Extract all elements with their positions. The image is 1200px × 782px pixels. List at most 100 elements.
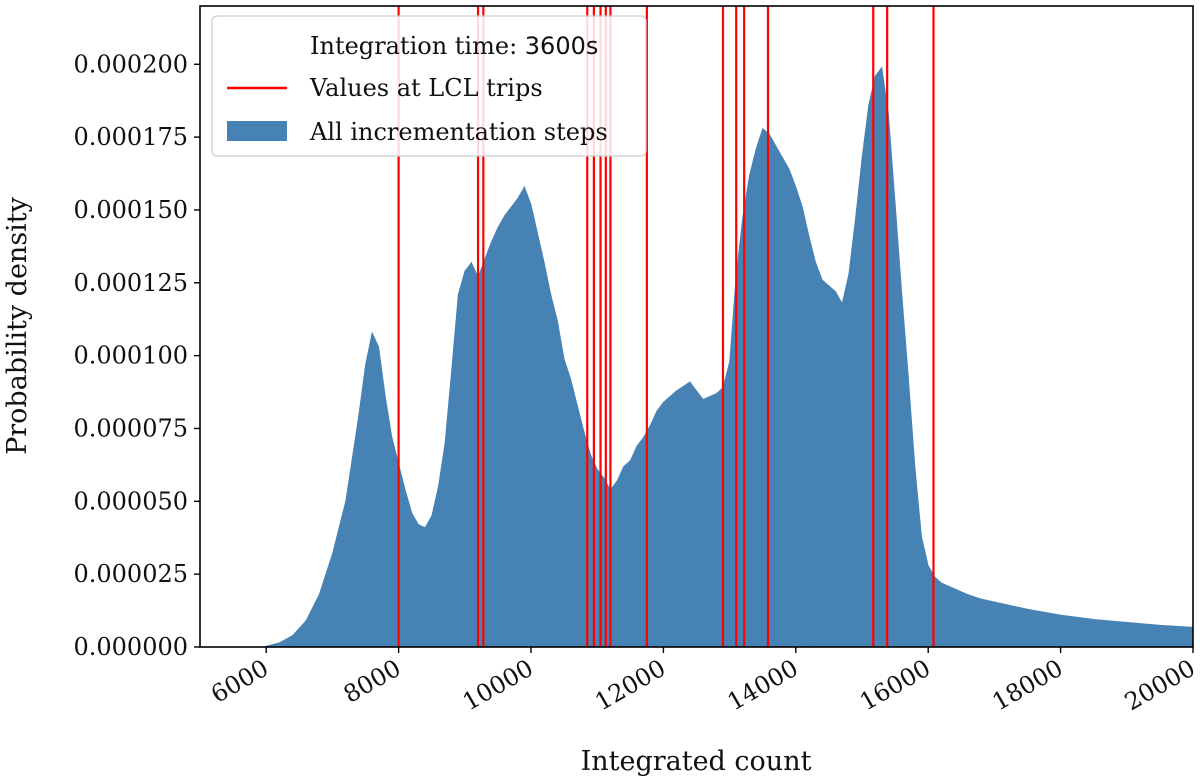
histogram-bar bbox=[782, 156, 790, 648]
histogram-bar bbox=[888, 113, 896, 648]
histogram-bar bbox=[914, 466, 922, 648]
histogram-bar bbox=[378, 346, 386, 648]
histogram-bar bbox=[616, 466, 624, 648]
histogram-bar bbox=[543, 262, 552, 648]
histogram-bar bbox=[365, 332, 373, 648]
histogram-bar bbox=[557, 320, 565, 648]
histogram-bar bbox=[689, 380, 704, 648]
legend-box bbox=[211, 15, 647, 157]
y-tick-label: 0.000000 bbox=[73, 633, 188, 661]
legend-title-prefix: Integration time: bbox=[310, 32, 525, 60]
histogram-bar bbox=[530, 204, 538, 648]
histogram-bar bbox=[318, 553, 333, 648]
histogram-bar bbox=[702, 393, 717, 648]
x-tick-label: 16000 bbox=[855, 654, 935, 716]
histogram-bar bbox=[629, 445, 638, 648]
histogram-bar bbox=[570, 378, 578, 648]
histogram-bar bbox=[749, 148, 757, 648]
histogram-bar bbox=[967, 594, 982, 648]
histogram-series bbox=[265, 66, 1194, 648]
x-tick-label: 6000 bbox=[206, 654, 273, 709]
histogram-bar bbox=[901, 291, 909, 648]
y-tick-label: 0.000175 bbox=[73, 123, 188, 151]
plot-frame bbox=[199, 5, 1194, 648]
x-tick-label: 10000 bbox=[458, 654, 538, 716]
histogram-bar bbox=[808, 236, 816, 648]
x-tick-label: 12000 bbox=[590, 654, 670, 716]
histogram-bar bbox=[934, 576, 942, 648]
histogram-bar bbox=[438, 443, 446, 648]
x-axis-title: Integrated count bbox=[581, 746, 812, 777]
histogram-bar bbox=[795, 186, 803, 648]
histogram-bar bbox=[451, 294, 459, 648]
histogram-bar bbox=[815, 262, 823, 648]
x-tick-label: 8000 bbox=[339, 654, 406, 709]
histogram-bar bbox=[788, 169, 797, 648]
histogram-bar bbox=[411, 511, 419, 648]
histogram-bar bbox=[510, 197, 519, 648]
legend-label-incrementation-steps: All incrementation steps bbox=[309, 118, 608, 146]
histogram-bar bbox=[861, 105, 869, 648]
histogram-bar bbox=[676, 381, 691, 648]
histogram-bar bbox=[941, 582, 955, 648]
histogram-bar bbox=[563, 358, 572, 648]
histogram-bar bbox=[1159, 624, 1194, 648]
legend-title-value: 3600s bbox=[525, 32, 599, 60]
y-tick-label: 0.000125 bbox=[73, 269, 188, 297]
histogram-bar bbox=[484, 241, 492, 648]
y-tick-label: 0.000025 bbox=[73, 560, 188, 588]
histogram-bar bbox=[464, 261, 472, 648]
histogram-bar bbox=[371, 332, 380, 648]
histogram-bar bbox=[504, 206, 512, 648]
histogram-bar bbox=[457, 271, 466, 648]
histogram-bar bbox=[874, 66, 883, 648]
histogram-bar bbox=[517, 185, 525, 648]
histogram-bar bbox=[444, 370, 452, 648]
y-tick-label: 0.000100 bbox=[73, 342, 188, 370]
histogram-bar bbox=[537, 233, 545, 648]
histogram-bar bbox=[855, 157, 863, 648]
histogram-bar bbox=[954, 588, 969, 648]
legend: Integration time: 3600s Values at LCL tr… bbox=[211, 15, 647, 157]
histogram-bar bbox=[577, 405, 585, 648]
histogram-bar bbox=[769, 133, 777, 648]
histogram-bar bbox=[431, 486, 439, 648]
histogram-bar bbox=[1027, 608, 1061, 648]
histogram-bar bbox=[908, 376, 916, 648]
histogram-bar bbox=[828, 285, 836, 648]
histogram-bar bbox=[497, 214, 505, 648]
histogram-bar bbox=[802, 206, 810, 648]
histogram-bar bbox=[345, 413, 360, 648]
histogram-bar bbox=[821, 279, 830, 648]
x-tick-label: 14000 bbox=[723, 654, 803, 716]
histogram-bar bbox=[418, 524, 426, 648]
histogram-bar bbox=[980, 598, 995, 648]
histogram-bar bbox=[358, 364, 366, 648]
histogram-bar bbox=[636, 436, 644, 648]
histogram-bar bbox=[623, 459, 631, 648]
histogram-bar bbox=[921, 536, 929, 648]
histogram-bar bbox=[550, 294, 558, 648]
histogram-bar bbox=[1093, 618, 1128, 648]
histogram-bar bbox=[1060, 614, 1094, 648]
y-tick-label: 0.000075 bbox=[73, 414, 188, 442]
histogram-bar bbox=[656, 401, 664, 648]
y-tick-label: 0.000150 bbox=[73, 196, 188, 224]
y-axis: 0.000000 0.000025 0.000050 0.000075 0.000100… bbox=[73, 50, 200, 661]
histogram-bar bbox=[775, 144, 783, 648]
x-axis: 6000 8000 10000 12000 14000 16000 18000 20000 bbox=[206, 647, 1200, 716]
histogram-bar bbox=[835, 290, 843, 648]
histogram-bar bbox=[279, 634, 293, 648]
histogram-bar bbox=[894, 201, 903, 648]
histogram-bar bbox=[292, 620, 307, 648]
histogram-bar bbox=[755, 128, 764, 648]
histogram-bar bbox=[1126, 621, 1161, 648]
histogram-bar bbox=[404, 489, 413, 648]
histogram-bar bbox=[524, 186, 532, 648]
histogram-bar bbox=[663, 389, 677, 648]
histogram-bar bbox=[649, 410, 658, 648]
histogram-bar bbox=[848, 218, 856, 648]
histogram-bar bbox=[490, 227, 499, 648]
x-tick-label: 18000 bbox=[987, 654, 1067, 716]
